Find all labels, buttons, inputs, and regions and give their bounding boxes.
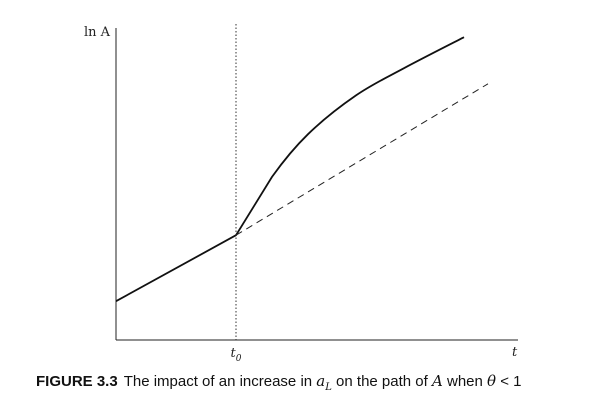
- t0-tick-label-subscript: 0: [236, 354, 242, 364]
- caption-condition-rest: < 1: [496, 373, 522, 390]
- caption-variable: A: [431, 372, 443, 390]
- caption-text-middle: on the path of: [331, 373, 432, 390]
- caption-symbol-subscript: L: [325, 382, 332, 393]
- caption-condition-symbol: θ: [487, 372, 497, 390]
- y-axis-label: ln A: [84, 25, 111, 40]
- caption-symbol: a: [316, 372, 326, 390]
- figure-caption: FIGURE 3.3 The impact of an increase in a…: [36, 372, 521, 393]
- series-dashed-path: [235, 83, 489, 236]
- x-axis-label: t: [512, 345, 518, 360]
- caption-text-after: when: [442, 373, 488, 390]
- caption-text-before: The impact of an increase in: [123, 373, 317, 390]
- series-solid-path: [115, 36, 465, 302]
- t0-tick-label: t0: [231, 346, 242, 364]
- figure-number: FIGURE 3.3: [36, 373, 118, 390]
- t0-tick-label-main: t: [231, 346, 237, 361]
